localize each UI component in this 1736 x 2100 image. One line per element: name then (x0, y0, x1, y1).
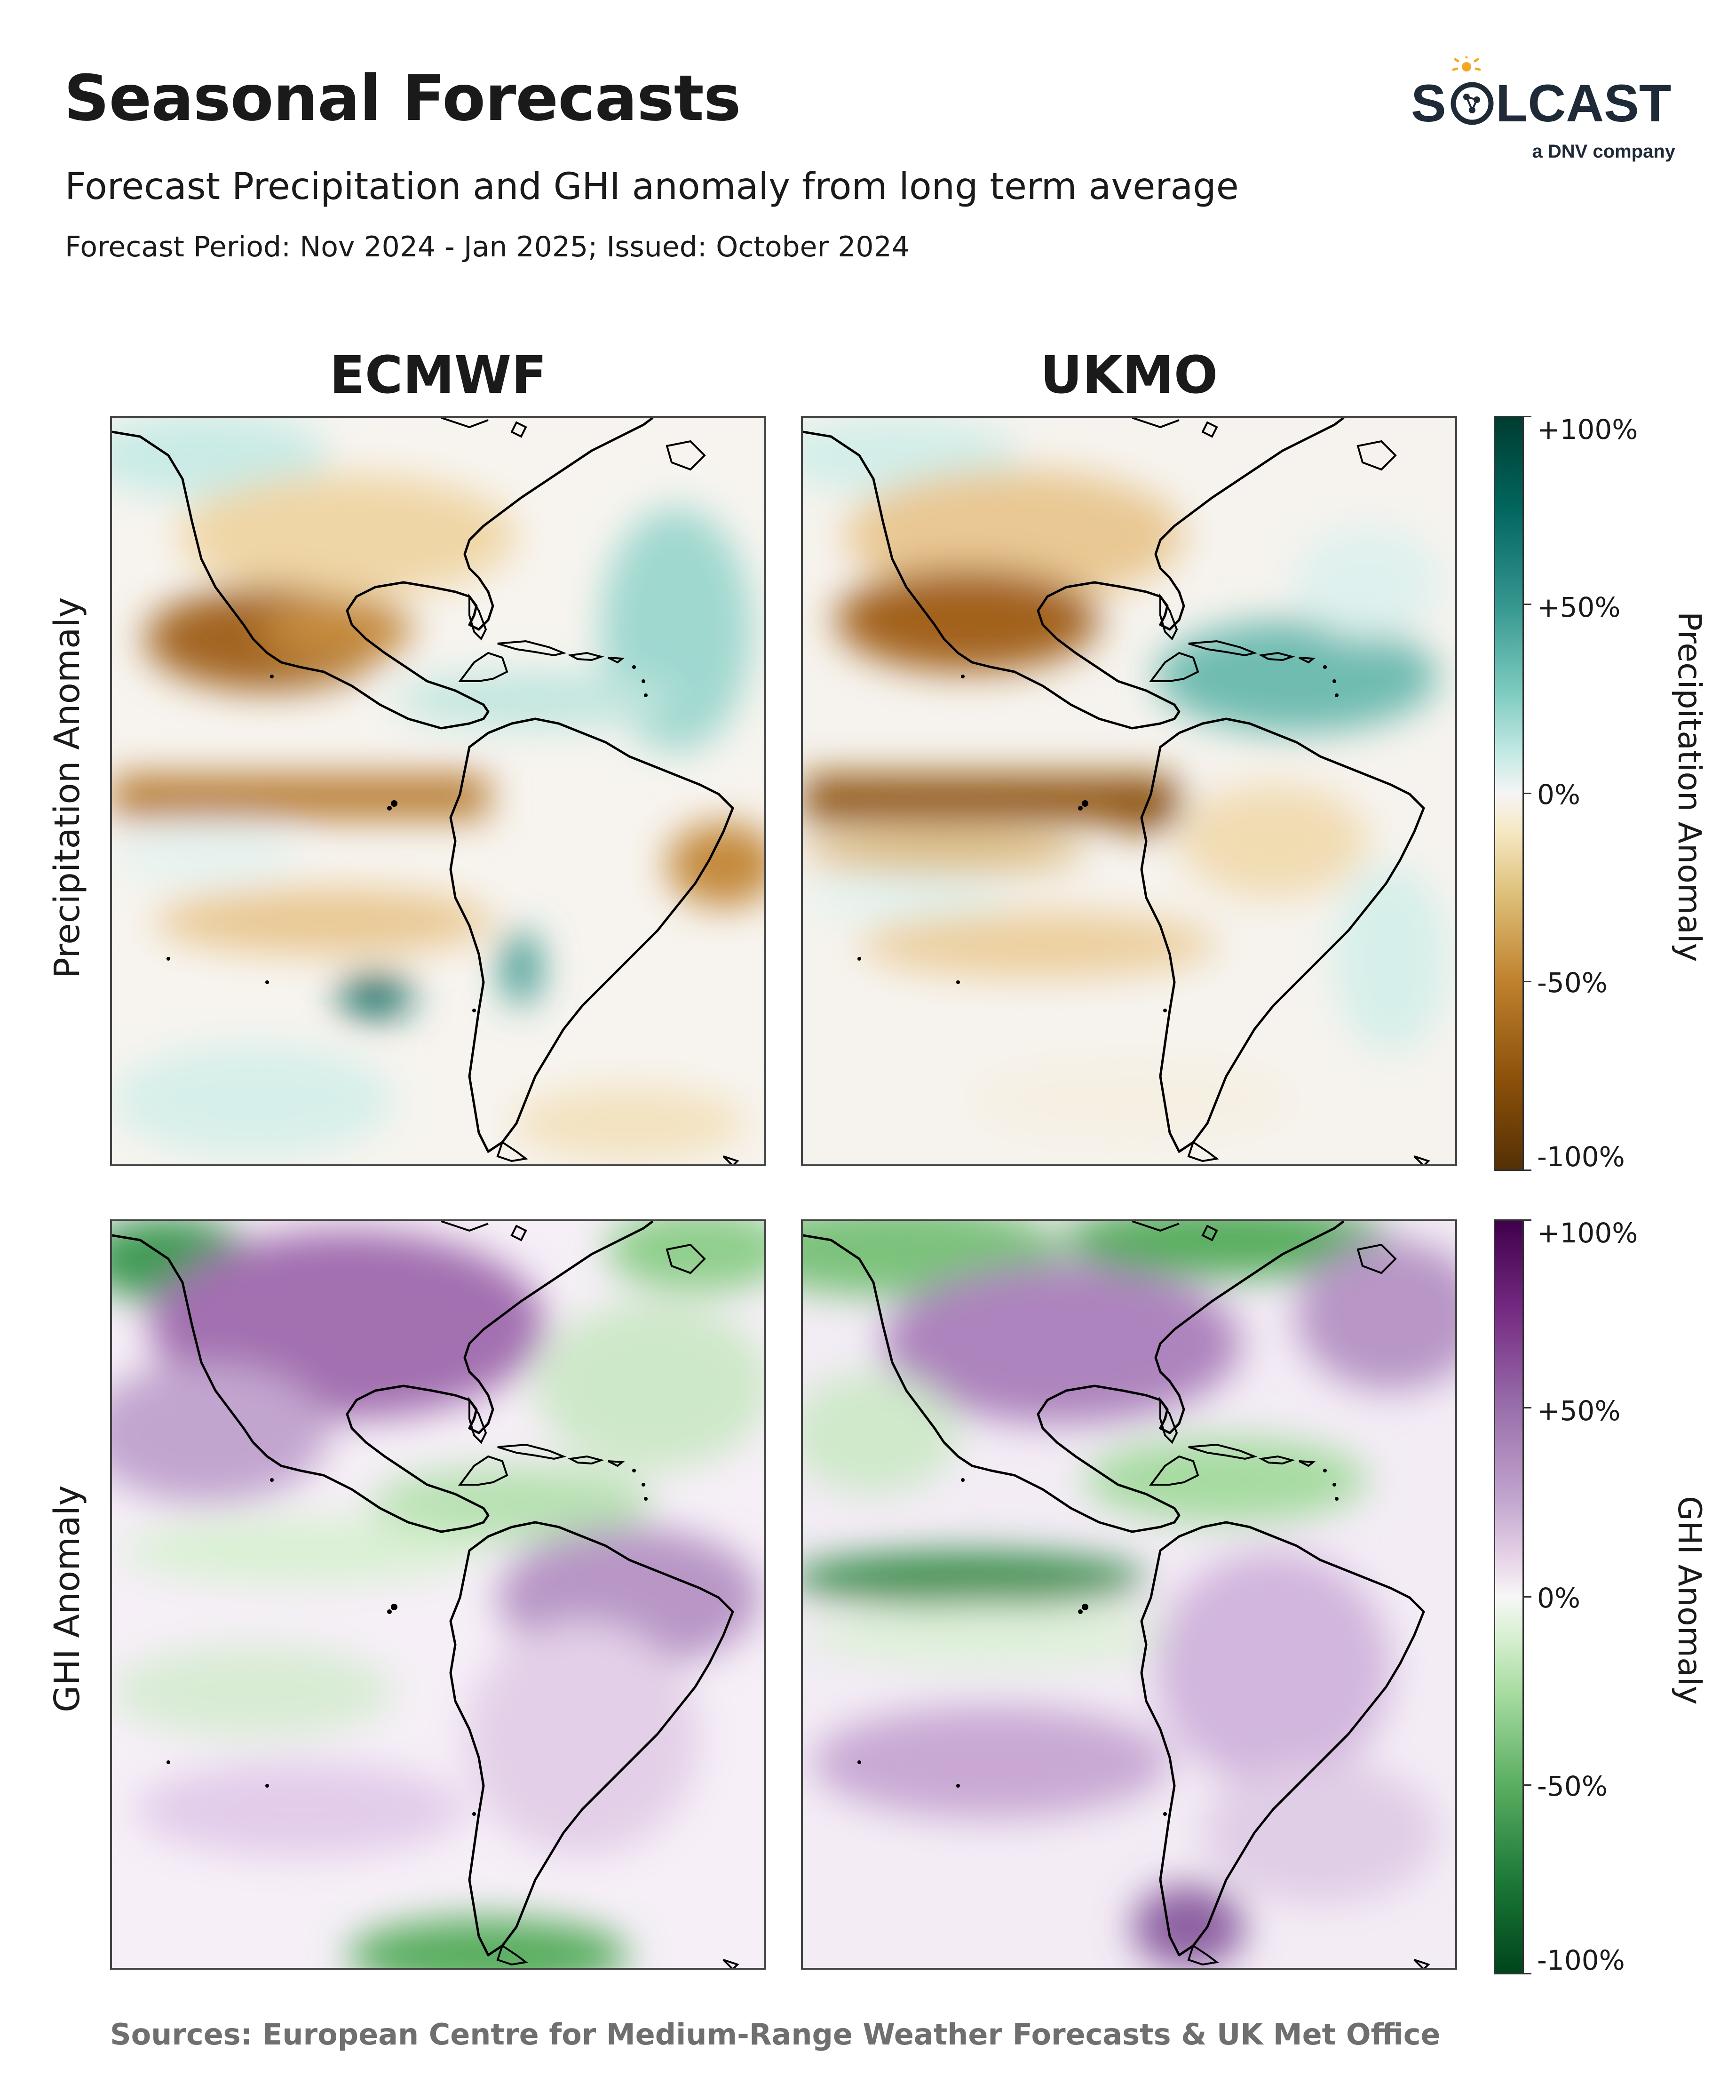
sun-icon (1452, 53, 1481, 72)
column-heading-ukmo: UKMO (1040, 345, 1218, 405)
tickmark (1524, 1407, 1531, 1408)
colorbar-tick-label: -100% (1537, 1141, 1625, 1173)
logo-lcast: LCAST (1496, 74, 1671, 133)
colorbar-tick-label: 0% (1537, 1582, 1581, 1614)
tickmark (1524, 793, 1531, 794)
colorbar-tick-label: +100% (1537, 414, 1638, 445)
map-panel-ukmo-ghi (801, 1219, 1457, 1970)
colorbar-tick-label: 0% (1537, 779, 1581, 811)
colorbar-tick-label: -50% (1537, 967, 1608, 999)
colorbar-tick-label: +50% (1537, 591, 1621, 623)
tickmark (1524, 604, 1531, 605)
colorbar-label-precipitation: Precipitation Anomaly (1671, 612, 1708, 962)
tickmark (1524, 1169, 1531, 1171)
solcast-logo: S LCAST a DNV company (1406, 53, 1688, 169)
logo-s: S (1411, 74, 1446, 133)
solcast-logo-graphic: S LCAST a DNV company (1411, 53, 1676, 162)
page-title: Seasonal Forecasts (64, 62, 741, 135)
sources-footnote: Sources: European Centre for Medium-Rang… (110, 2017, 1441, 2052)
tickmark (1524, 1784, 1531, 1786)
colorbar-tick-label: -50% (1537, 1770, 1608, 1802)
colorbar-precipitation (1494, 416, 1524, 1171)
tickmark (1524, 1596, 1531, 1598)
colorbar-tick-label: +50% (1537, 1395, 1621, 1427)
colorbar-tick-label: +100% (1537, 1217, 1638, 1249)
page-subtitle: Forecast Precipitation and GHI anomaly f… (65, 166, 1239, 208)
map-panel-ukmo-precipitation (801, 416, 1457, 1166)
colorbar-ghi (1494, 1219, 1524, 1974)
map-panel-ecmwf-precipitation (110, 416, 766, 1166)
tickmark (1524, 416, 1531, 417)
tickmark (1524, 1973, 1531, 1974)
map-panel-ecmwf-ghi (110, 1219, 766, 1970)
column-heading-ecmwf: ECMWF (329, 345, 547, 405)
row-label-ghi: GHI Anomaly (47, 1485, 87, 1712)
colorbar-tick-label: -100% (1537, 1944, 1625, 1976)
colorbar-label-ghi: GHI Anomaly (1671, 1496, 1708, 1705)
tickmark (1524, 981, 1531, 982)
row-label-precipitation: Precipitation Anomaly (47, 597, 87, 978)
forecast-period: Forecast Period: Nov 2024 - Jan 2025; Is… (65, 231, 910, 263)
logo-tagline: a DNV company (1532, 141, 1675, 162)
tickmark (1524, 1219, 1531, 1221)
